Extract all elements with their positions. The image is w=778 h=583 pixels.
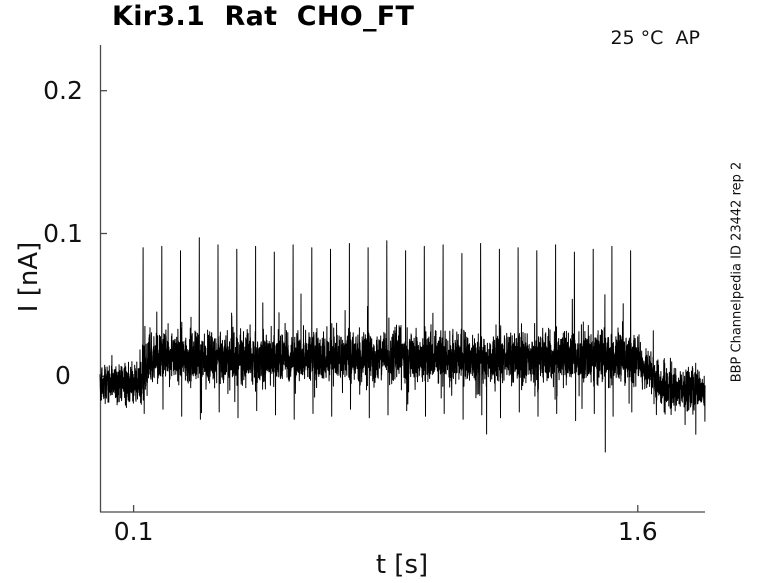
current-trace xyxy=(99,237,706,453)
y-tick-label: 0.1 xyxy=(43,218,83,248)
x-tick-label: 1.6 xyxy=(617,517,658,546)
chart-title: Kir3.1 Rat CHO_FT xyxy=(112,1,415,32)
x-tick-label: 0.1 xyxy=(113,517,154,546)
temperature-annotation: 25 °C AP xyxy=(610,27,700,49)
x-axis-label: t [s] xyxy=(375,550,429,580)
y-tick-label: 0.2 xyxy=(43,75,83,105)
y-tick-label: 0 xyxy=(55,361,71,391)
